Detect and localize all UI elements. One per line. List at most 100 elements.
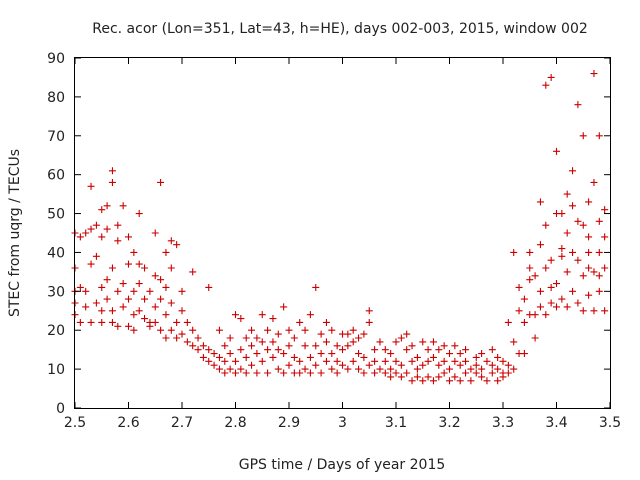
data-point [397,373,405,381]
data-point [526,264,534,272]
y-axis-label: STEC from uqrg / TECUs [7,149,23,317]
data-point [472,353,480,361]
data-point [248,326,256,334]
x-tick-label: 3.4 [545,415,567,431]
data-point [215,365,223,373]
data-point [183,338,191,346]
data-point [419,377,427,385]
data-point [194,346,202,354]
data-point [488,369,496,377]
data-point [365,318,373,326]
data-point [87,260,95,268]
data-point [98,233,106,241]
data-point [301,326,309,334]
data-point [595,272,603,280]
data-point [226,365,234,373]
y-tick-label: 40 [47,245,65,261]
data-point [467,377,475,385]
data-point [317,350,325,358]
data-point [151,272,159,280]
data-point [87,182,95,190]
data-point [531,272,539,280]
data-point [221,369,229,377]
data-point [157,276,165,284]
data-point [569,287,577,295]
data-point [462,369,470,377]
data-point [114,322,122,330]
data-point [446,377,453,385]
data-point [125,233,132,241]
data-point [285,326,293,334]
data-point [215,326,223,334]
data-point [167,237,175,245]
x-tick-label: 2.6 [117,415,139,431]
data-point [494,353,502,361]
data-point [162,283,170,291]
data-point [504,318,512,326]
data-point [542,221,550,229]
axis-ticks: 2.5 2.6 2.7 2.8 2.9 3 3.1 3.2 3.3 3.4 3.5 0 10 20 30 40… [47,51,621,431]
data-point [344,342,352,350]
data-point [189,326,197,334]
data-point [194,334,202,342]
data-point [494,377,502,385]
data-point [248,342,256,350]
data-point [381,369,389,377]
data-point [360,353,368,361]
y-tick-label: 0 [56,401,65,417]
data-point [542,311,550,319]
data-point [199,342,207,350]
data-point [413,353,421,361]
data-point [248,361,256,369]
data-point [435,373,443,381]
data-point [472,361,480,369]
data-point [130,287,138,295]
data-point [135,210,143,218]
data-point [408,342,416,350]
data-point [574,256,582,264]
data-point [76,283,84,291]
data-point [87,318,95,326]
data-point [114,221,122,229]
data-point [135,307,143,315]
data-point [210,361,218,369]
data-point [499,357,507,365]
data-point [558,252,566,260]
data-point [205,357,213,365]
data-point [221,342,229,350]
data-point [531,334,539,342]
data-point [569,248,577,256]
data-point [253,350,261,358]
data-point [189,342,197,350]
data-point [108,178,116,186]
data-point [424,346,432,354]
data-point [178,330,186,338]
data-point [515,283,523,291]
data-point [601,264,609,272]
data-point [92,299,100,307]
data-point [264,326,272,334]
data-point [242,353,250,361]
data-point [242,334,250,342]
data-point [510,338,518,346]
x-tick-label: 2.9 [278,415,300,431]
data-point [429,377,437,385]
data-point [103,295,111,303]
data-point [76,318,84,326]
data-point [119,202,127,210]
data-point [242,369,250,377]
data-point [563,229,571,237]
data-point [536,303,544,311]
y-tick-label: 80 [47,90,65,106]
data-point [125,260,132,268]
data-point [371,346,379,354]
data-point [387,365,395,373]
y-tick-label: 30 [47,284,65,300]
data-point [328,365,336,373]
data-point [135,260,143,268]
x-tick-label: 3 [338,415,347,431]
data-point [403,330,411,338]
data-point [317,330,325,338]
data-point [98,307,106,315]
